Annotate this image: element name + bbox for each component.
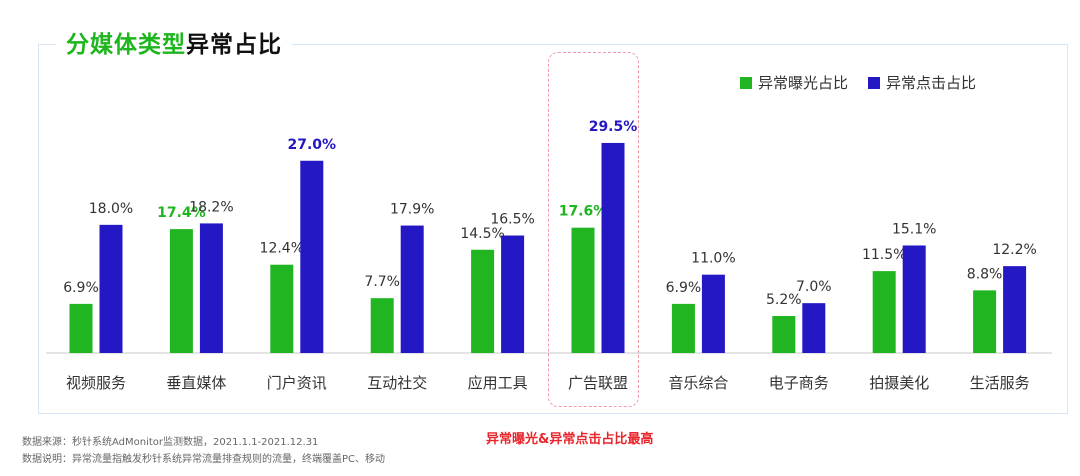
- legend-swatch-click: [868, 76, 881, 89]
- chart-frame: [38, 44, 1068, 414]
- data-label-click-6: 11.0%: [691, 251, 735, 267]
- bar-exposure-0: [69, 303, 93, 353]
- bar-exposure-9: [973, 290, 997, 353]
- category-label-3: 互动社交: [367, 374, 427, 392]
- bar-exposure-8: [872, 271, 896, 353]
- bar-exposure-3: [370, 298, 394, 353]
- category-label-4: 应用工具: [468, 374, 528, 392]
- legend-label-exposure: 异常曝光占比: [758, 74, 849, 92]
- category-label-9: 生活服务: [970, 374, 1030, 392]
- data-label-exposure-4: 14.5%: [460, 226, 504, 242]
- data-label-click-7: 7.0%: [796, 279, 832, 295]
- category-label-0: 视频服务: [66, 374, 126, 392]
- chart-title: 分媒体类型 异常占比: [56, 24, 292, 60]
- data-label-click-2: 27.0%: [288, 137, 337, 153]
- data-label-click-9: 12.2%: [992, 242, 1036, 258]
- data-label-exposure-8: 11.5%: [862, 247, 906, 263]
- title-part-dark: 异常占比: [186, 32, 282, 58]
- category-label-7: 电子商务: [769, 374, 829, 392]
- data-label-click-3: 17.9%: [390, 202, 434, 218]
- legend-item-exposure: 异常曝光占比: [740, 72, 848, 93]
- bar-click-2: [300, 160, 324, 353]
- data-label-exposure-9: 8.8%: [967, 266, 1003, 282]
- bar-click-7: [802, 303, 826, 353]
- legend-item-click: 异常点击占比: [868, 72, 976, 93]
- data-label-exposure-0: 6.9%: [63, 280, 99, 296]
- data-label-exposure-2: 12.4%: [260, 241, 304, 257]
- category-label-6: 音乐综合: [668, 374, 728, 392]
- bar-click-1: [199, 223, 223, 353]
- footnotes: 数据来源：秒针系统AdMonitor监测数据，2021.1.1-2021.12.…: [22, 434, 385, 468]
- bar-exposure-7: [772, 315, 796, 353]
- bar-click-0: [99, 224, 123, 353]
- category-label-1: 垂直媒体: [166, 374, 226, 392]
- data-label-click-1: 18.2%: [189, 199, 233, 215]
- data-label-exposure-5: 17.6%: [559, 204, 608, 220]
- bar-click-9: [1003, 266, 1027, 353]
- data-label-exposure-3: 7.7%: [364, 274, 400, 290]
- bar-exposure-6: [671, 303, 695, 353]
- legend: 异常曝光占比 异常点击占比: [740, 72, 976, 93]
- data-label-exposure-7: 5.2%: [766, 292, 802, 308]
- bar-click-6: [701, 274, 725, 353]
- data-label-click-5: 29.5%: [589, 119, 638, 135]
- data-label-click-4: 16.5%: [490, 212, 534, 228]
- highlight-box: [548, 52, 639, 407]
- bar-click-5: [601, 142, 625, 353]
- bar-exposure-5: [571, 227, 595, 353]
- explanation-note: 数据说明：异常流量指触发秒针系统异常流量排查规则的流量，终端覆盖PC、移动: [22, 454, 386, 465]
- data-label-exposure-1: 17.4%: [157, 205, 206, 221]
- data-label-click-8: 15.1%: [892, 221, 936, 237]
- bar-exposure-4: [471, 249, 495, 353]
- title-part-green: 分媒体类型: [66, 32, 186, 58]
- bar-exposure-2: [270, 264, 294, 353]
- bar-click-8: [902, 245, 926, 353]
- legend-swatch-exposure: [740, 76, 752, 89]
- bar-exposure-1: [169, 229, 193, 353]
- source-note: 数据来源：秒针系统AdMonitor监测数据，2021.1.1-2021.12.…: [22, 437, 319, 448]
- legend-label-click: 异常点击占比: [886, 74, 977, 92]
- bar-click-3: [400, 225, 424, 353]
- bar-click-4: [501, 235, 525, 353]
- data-label-exposure-6: 6.9%: [666, 280, 702, 296]
- category-label-8: 拍摄美化: [869, 374, 929, 392]
- category-label-5: 广告联盟: [568, 374, 628, 392]
- callout-text: 异常曝光&异常点击占比最高: [486, 432, 654, 447]
- category-label-2: 门户资讯: [267, 374, 327, 392]
- data-label-click-0: 18.0%: [89, 201, 133, 217]
